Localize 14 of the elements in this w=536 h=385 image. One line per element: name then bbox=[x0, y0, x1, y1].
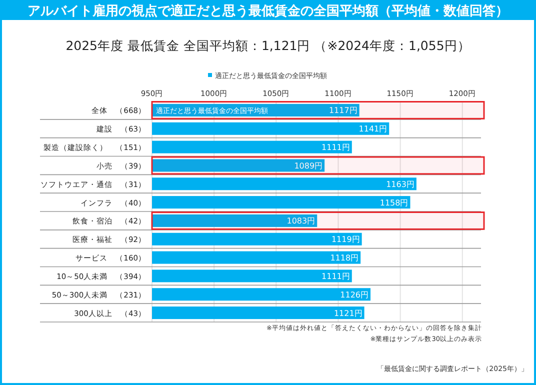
data-label: 1111円 bbox=[322, 272, 350, 281]
data-label: 1089円 bbox=[294, 161, 323, 170]
data-label: 1126円 bbox=[340, 290, 369, 300]
data-label: 1083円 bbox=[286, 216, 316, 226]
data-label: 1118円 bbox=[330, 254, 359, 263]
chart-title: アルバイト雇用の視点で適正だと思う最低賃金の全国平均額（平均値・数値回答） bbox=[28, 3, 508, 19]
data-label: 1158円 bbox=[380, 198, 408, 208]
data-label: 1111円 bbox=[322, 143, 350, 152]
data-label: 1121円 bbox=[334, 308, 362, 318]
data-label: 1119円 bbox=[331, 235, 360, 244]
chart-subtitle: 2025年度 最低賃金 全国平均額：1,121円 （※2024年度：1,055円） bbox=[66, 38, 470, 53]
data-label: 1141円 bbox=[358, 124, 388, 134]
data-label: 1117円 bbox=[328, 106, 358, 116]
data-label: 1163円 bbox=[386, 180, 414, 189]
